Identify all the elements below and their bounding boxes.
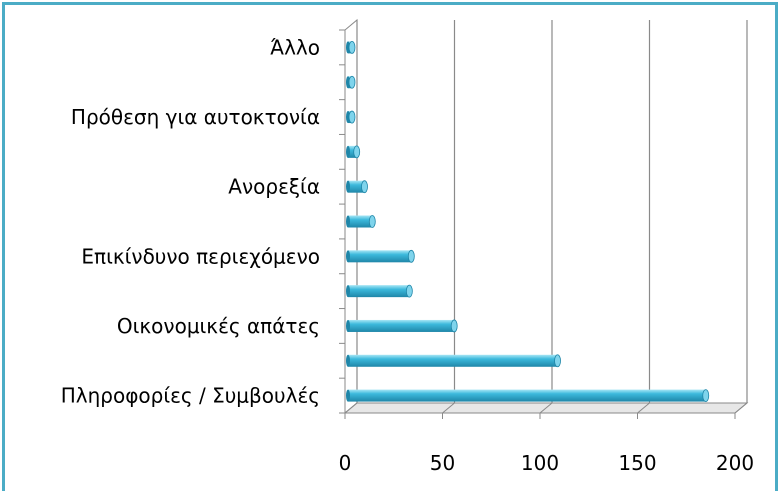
gridlines [339, 20, 748, 419]
bar-body [348, 180, 365, 193]
bar [346, 41, 356, 54]
bar-base-cap [346, 215, 350, 228]
bar [346, 389, 710, 402]
bars [346, 41, 710, 402]
bar [346, 354, 561, 368]
bar-base-cap [346, 285, 350, 298]
bar [346, 319, 458, 333]
bar-base-cap [346, 389, 350, 402]
category-label: Επικίνδυνο περιεχόμενο [81, 244, 320, 268]
floor-line [637, 402, 650, 414]
bar-end-cap [554, 354, 561, 368]
bar-end-cap [702, 389, 710, 402]
bar-base-cap [346, 354, 350, 367]
x-tick-labels: 0 50 100 150 200 [339, 451, 754, 475]
floor-line [539, 402, 553, 414]
bar-end-cap [353, 145, 361, 159]
bar-end-cap [450, 319, 458, 333]
bar-body [348, 354, 558, 367]
category-label: Ανορεξία [228, 175, 320, 199]
bar [346, 75, 356, 89]
bar [346, 249, 415, 263]
floor-line [442, 402, 455, 414]
category-label: Άλλο [270, 35, 320, 59]
floor-line [344, 402, 358, 414]
bar-body [348, 319, 455, 332]
bar [346, 180, 368, 194]
bar-end-cap [368, 215, 376, 228]
category-labels: Πληροφορίες / Συμβουλές Οικονομικές απάτε… [61, 35, 320, 407]
bar-body [348, 285, 410, 298]
x-tick-label: 100 [521, 451, 559, 475]
chart-walls [343, 18, 749, 415]
bar-end-cap [348, 110, 356, 124]
bar-end-cap [348, 75, 356, 89]
category-label: Οικονομικές απάτες [117, 314, 320, 338]
bar-end-cap [405, 284, 413, 298]
bar-base-cap [346, 180, 350, 193]
bar-base-cap [346, 145, 350, 158]
bar-base-cap [346, 250, 350, 263]
floor-line [734, 402, 748, 414]
bar [346, 215, 376, 228]
bar [346, 145, 361, 159]
bar-end-cap [361, 180, 368, 194]
x-tick-label: 150 [618, 451, 656, 475]
bar [346, 284, 413, 298]
category-label: Πληροφορίες / Συμβουλές [61, 384, 320, 408]
x-tick-label: 200 [716, 451, 754, 475]
bar-body [348, 250, 412, 263]
bar-body [348, 145, 357, 158]
bar-body [348, 389, 706, 402]
bar-end-cap [407, 249, 415, 263]
category-label: Πρόθεση για αυτοκτονία [71, 105, 320, 129]
bar-body [348, 215, 373, 228]
bar-end-cap [348, 41, 356, 54]
x-tick-label: 0 [339, 451, 352, 475]
x-tick-label: 50 [430, 451, 455, 475]
bar [346, 110, 356, 124]
bar-base-cap [346, 319, 350, 332]
